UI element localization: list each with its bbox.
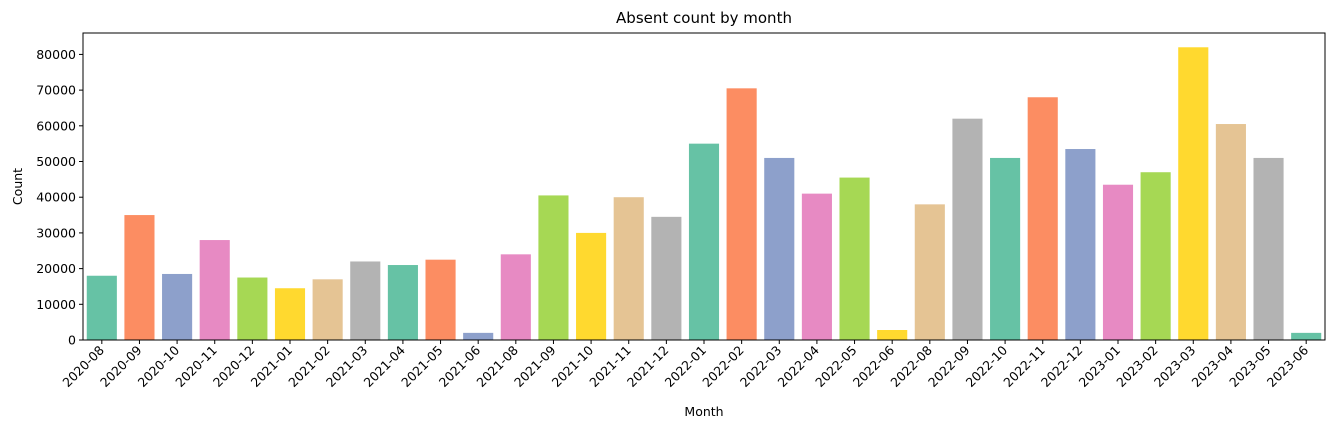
bars-group — [86, 47, 1322, 340]
bar-2021-08 — [500, 254, 531, 340]
y-tick-label: 40000 — [36, 190, 76, 205]
y-tick-label: 50000 — [36, 154, 76, 169]
bar-2022-11 — [1027, 97, 1058, 340]
bar-2023-06 — [1291, 332, 1322, 340]
y-tick-label: 70000 — [36, 83, 76, 98]
bar-2021-02 — [312, 279, 343, 340]
bar-2023-02 — [1140, 172, 1171, 340]
bar-2022-10 — [990, 157, 1021, 340]
bar-2022-04 — [801, 193, 832, 340]
bar-2021-04 — [387, 265, 418, 340]
bar-2022-08 — [914, 204, 945, 340]
bar-2022-12 — [1065, 149, 1096, 340]
bar-2020-08 — [86, 275, 117, 340]
y-tick-label: 80000 — [36, 47, 76, 62]
y-tick-label: 20000 — [36, 261, 76, 276]
bar-2023-03 — [1178, 47, 1209, 340]
y-axis-label: Count — [10, 168, 25, 205]
bar-2020-10 — [162, 273, 193, 340]
chart-title: Absent count by month — [616, 9, 792, 27]
bar-2020-12 — [237, 277, 268, 340]
bar-2023-04 — [1215, 124, 1246, 340]
bar-2021-12 — [651, 216, 682, 340]
bar-2022-01 — [688, 143, 720, 340]
x-tick-label: 2023-06 — [1264, 342, 1312, 390]
bar-2021-05 — [425, 259, 456, 340]
y-tick-label: 30000 — [36, 225, 76, 240]
y-tick-label: 60000 — [36, 118, 76, 133]
x-axis: 2020-082020-092020-102020-112020-122021-… — [59, 340, 1311, 390]
y-axis: 0 10000 20000 30000 40000 50000 60000 70000 8000… — [36, 47, 83, 348]
y-tick-label: 0 — [68, 333, 76, 348]
bar-2021-09 — [538, 195, 569, 340]
bar-2021-06 — [463, 332, 494, 340]
bar-2021-03 — [350, 261, 381, 340]
x-axis-label: Month — [684, 404, 723, 419]
bar-2021-11 — [613, 197, 644, 340]
plot-frame — [82, 32, 1326, 341]
bar-2023-05 — [1253, 157, 1284, 340]
y-tick-label: 10000 — [36, 297, 76, 312]
bar-2021-01 — [274, 288, 306, 340]
bar-2022-02 — [726, 88, 757, 340]
bar-2020-11 — [199, 240, 230, 340]
bar-2021-10 — [576, 232, 607, 340]
bar-2022-05 — [839, 177, 870, 340]
bar-2022-09 — [952, 118, 983, 340]
bar-2022-03 — [764, 157, 795, 340]
bar-2022-06 — [877, 330, 908, 340]
bar-2023-01 — [1102, 184, 1134, 340]
bar-2020-09 — [124, 215, 155, 340]
